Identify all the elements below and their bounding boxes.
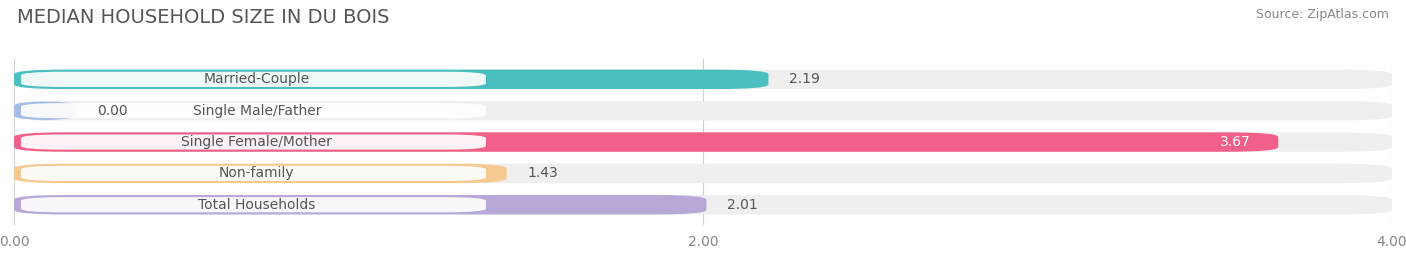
FancyBboxPatch shape <box>21 197 486 212</box>
Text: Married-Couple: Married-Couple <box>204 72 311 86</box>
Text: 0.00: 0.00 <box>97 104 128 118</box>
FancyBboxPatch shape <box>14 101 1392 120</box>
FancyBboxPatch shape <box>14 132 1392 152</box>
FancyBboxPatch shape <box>14 132 1278 152</box>
FancyBboxPatch shape <box>21 72 486 87</box>
Text: Non-family: Non-family <box>219 166 295 180</box>
FancyBboxPatch shape <box>21 103 486 118</box>
Text: Single Male/Father: Single Male/Father <box>193 104 321 118</box>
FancyBboxPatch shape <box>14 70 769 89</box>
Text: MEDIAN HOUSEHOLD SIZE IN DU BOIS: MEDIAN HOUSEHOLD SIZE IN DU BOIS <box>17 8 389 27</box>
FancyBboxPatch shape <box>14 164 1392 183</box>
Text: Source: ZipAtlas.com: Source: ZipAtlas.com <box>1256 8 1389 21</box>
FancyBboxPatch shape <box>14 195 706 214</box>
Text: Single Female/Mother: Single Female/Mother <box>181 135 332 149</box>
FancyBboxPatch shape <box>14 164 506 183</box>
Text: 3.67: 3.67 <box>1220 135 1251 149</box>
Text: 2.01: 2.01 <box>727 198 758 212</box>
Text: Total Households: Total Households <box>198 198 315 212</box>
Text: 1.43: 1.43 <box>527 166 558 180</box>
FancyBboxPatch shape <box>14 101 76 120</box>
FancyBboxPatch shape <box>14 70 1392 89</box>
FancyBboxPatch shape <box>14 195 1392 214</box>
Text: 2.19: 2.19 <box>789 72 820 86</box>
FancyBboxPatch shape <box>21 166 486 181</box>
FancyBboxPatch shape <box>21 135 486 150</box>
